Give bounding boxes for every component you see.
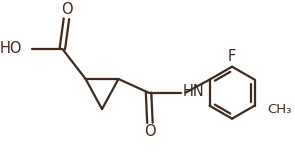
Text: CH₃: CH₃ [267, 103, 291, 116]
Text: HO: HO [0, 41, 22, 56]
Text: O: O [144, 124, 156, 139]
Text: HN: HN [183, 84, 204, 99]
Text: O: O [61, 2, 72, 18]
Text: F: F [228, 49, 236, 64]
